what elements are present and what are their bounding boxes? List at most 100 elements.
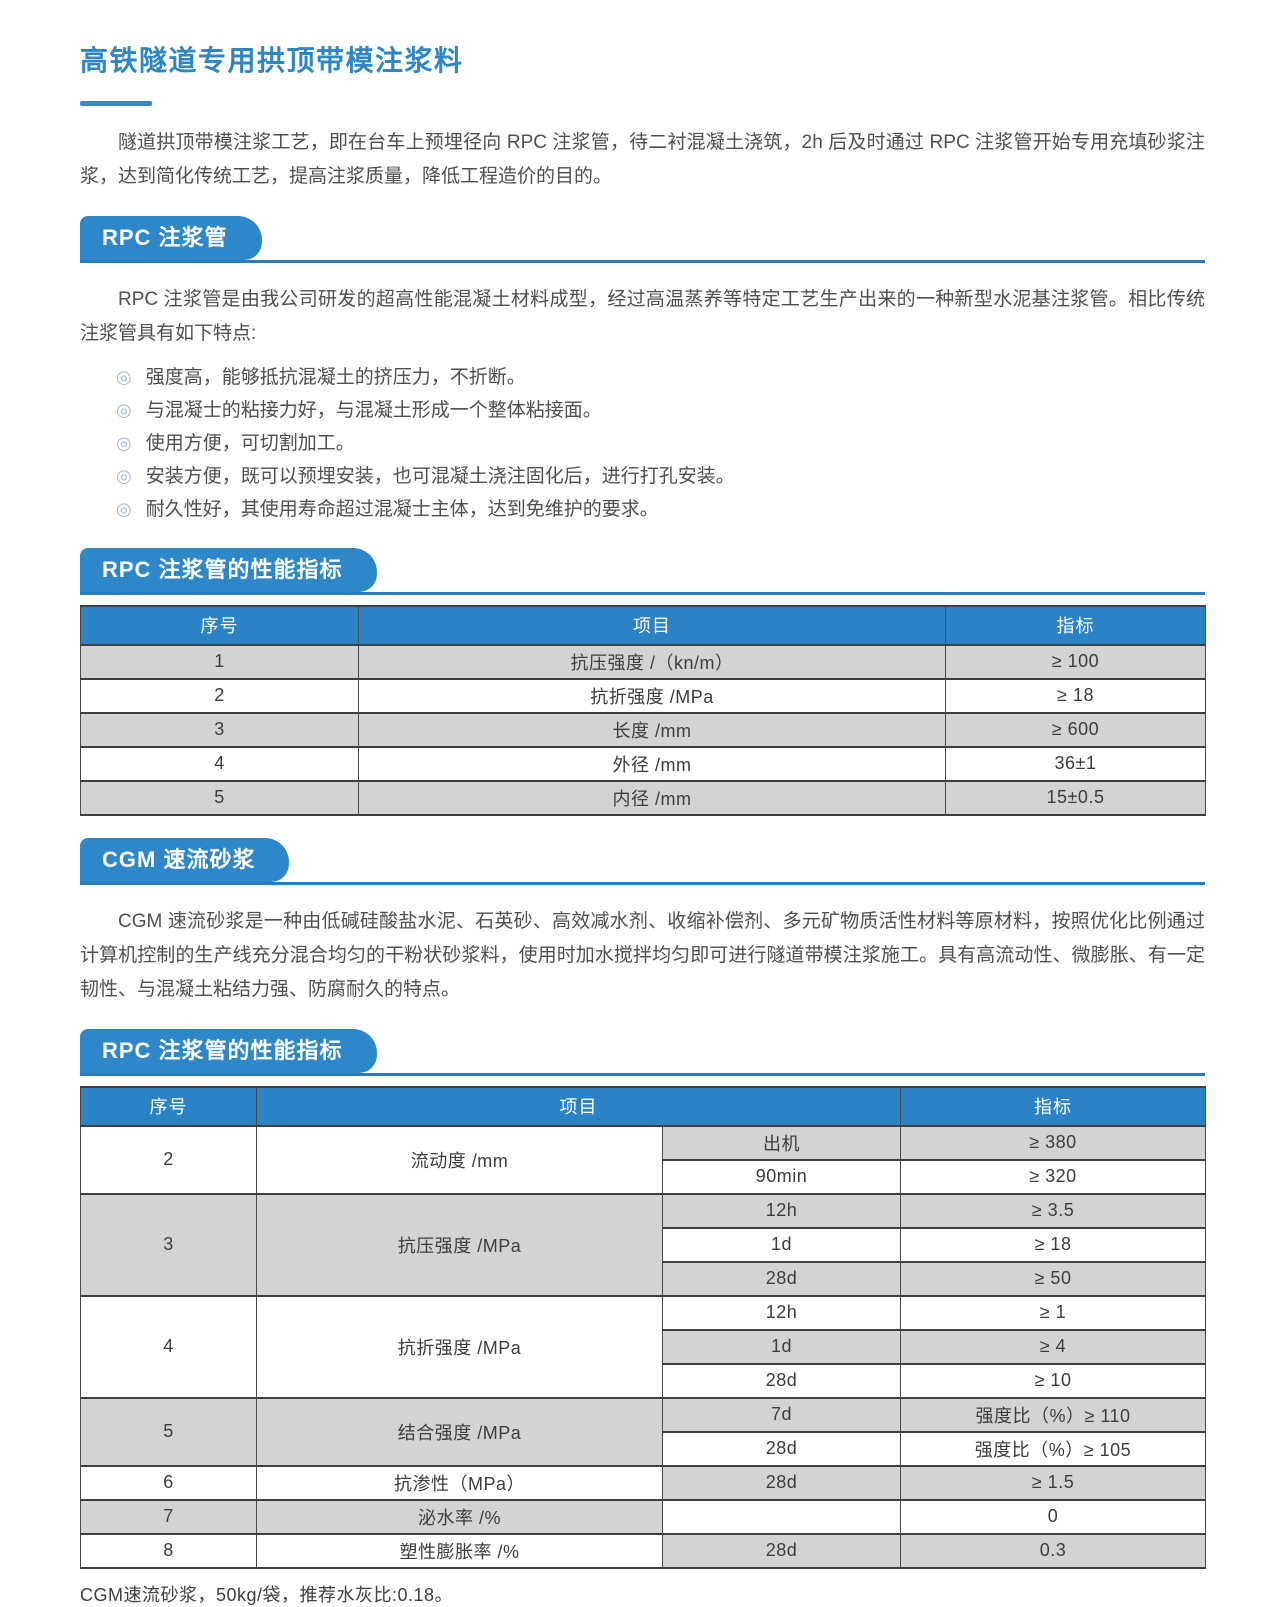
table-cell: 3 — [80, 711, 359, 748]
table-cell-no: 5 — [80, 1396, 257, 1467]
table-cell-condition: 28d — [662, 1464, 901, 1501]
rpc-pipe-paragraph: RPC 注浆管是由我公司研发的超高性能混凝土材料成型，经过高温蒸养等特定工艺生产… — [80, 288, 1205, 344]
feature-list: ◎ 强度高，能够抵抗混凝土的挤压力，不折断。 ◎ 与混凝士的粘接力好，与混凝土形成一… — [80, 361, 1205, 526]
table-cell-item: 泌水率 /% — [256, 1498, 663, 1535]
table-cell-no: 8 — [80, 1532, 257, 1569]
table-cell: 15±0.5 — [945, 779, 1206, 816]
feature-item: ◎ 安装方便，既可以预埋安装，也可混凝土浇注固化后，进行打孔安装。 — [116, 460, 1205, 493]
table-cell-value: ≥ 18 — [900, 1226, 1206, 1263]
bullseye-icon: ◎ — [116, 399, 132, 420]
table-cell-condition: 1d — [662, 1226, 901, 1263]
intro-paragraph: 隧道拱顶带模注浆工艺，即在台车上预埋径向 RPC 注浆管，待二衬混凝土浇筑，2h… — [80, 131, 1205, 187]
table-cell-value: ≥ 320 — [900, 1158, 1206, 1195]
table-cell-item: 抗压强度 /MPa — [256, 1192, 663, 1297]
bullseye-icon: ◎ — [116, 498, 132, 519]
table-cell-condition: 7d — [662, 1396, 901, 1433]
table-row: 5 内径 /mm 15±0.5 — [80, 779, 1206, 816]
table-row: 2 抗折强度 /MPa ≥ 18 — [80, 677, 1206, 714]
table-row: 3 抗压强度 /MPa 12h ≥ 3.5 — [80, 1192, 1206, 1297]
column-header-spec: 指标 — [945, 604, 1206, 646]
table-cell-value: 0 — [900, 1498, 1206, 1535]
bullseye-icon: ◎ — [116, 432, 132, 453]
feature-text: 使用方便，可切割加工。 — [145, 432, 355, 454]
table-cell: 外径 /mm — [358, 745, 946, 782]
column-header-spec: 指标 — [900, 1085, 1206, 1127]
table-cell: 长度 /mm — [358, 711, 946, 748]
feature-item: ◎ 耐久性好，其使用寿命超过混凝士主体，达到免维护的要求。 — [116, 493, 1205, 526]
column-header-no: 序号 — [80, 1085, 257, 1127]
table-cell-condition: 出机 — [662, 1124, 901, 1161]
table-row: 28d 强度比（%）≥ 105 — [81, 1430, 1206, 1467]
table-cell-value: ≥ 1 — [900, 1294, 1206, 1331]
title-underline-dash — [80, 100, 152, 106]
table-row: 8 塑性膨胀率 /% 28d 0.3 — [80, 1532, 1206, 1569]
table-cell-condition: 28d — [662, 1430, 901, 1467]
table-cell-item: 结合强度 /MPa — [256, 1396, 663, 1467]
table-cell-condition: 28d — [662, 1362, 901, 1399]
feature-text: 耐久性好，其使用寿命超过混凝士主体，达到免维护的要求。 — [145, 498, 659, 520]
rpc-specs-table: 序号 项目 指标 1 抗压强度 /（kn/m） ≥ 100 2 抗折强度 /MP… — [80, 604, 1206, 816]
table-cell-item: 抗折强度 /MPa — [256, 1294, 663, 1399]
table-row: 4 外径 /mm 36±1 — [80, 745, 1206, 782]
table-cell-condition: 1d — [662, 1328, 901, 1365]
table-cell-value: ≥ 3.5 — [900, 1192, 1206, 1229]
feature-item: ◎ 强度高，能够抵抗混凝土的挤压力，不折断。 — [116, 361, 1205, 394]
feature-text: 强度高，能够抵抗混凝土的挤压力，不折断。 — [145, 366, 526, 388]
section-banner: RPC 注浆管的性能指标 — [80, 1028, 377, 1073]
feature-text: 与混凝士的粘接力好，与混凝土形成一个整体粘接面。 — [145, 399, 602, 421]
table-cell: 抗折强度 /MPa — [358, 677, 946, 714]
table-cell-condition: 28d — [662, 1532, 901, 1569]
table-row: 7 泌水率 /% 0 — [80, 1498, 1206, 1535]
table-cell-value: ≥ 380 — [900, 1124, 1206, 1161]
table-row: 28d ≥ 10 — [81, 1362, 1206, 1399]
table-cell: ≥ 600 — [945, 711, 1206, 748]
column-header-item: 项目 — [358, 604, 946, 646]
page-title: 高铁隧道专用拱顶带模注浆料 — [80, 44, 464, 76]
table-cell-item: 抗渗性（MPa） — [256, 1464, 663, 1501]
table-cell: 2 — [80, 677, 359, 714]
table-cell: 4 — [80, 745, 359, 782]
cgm-paragraph: CGM 速流砂浆是一种由低碱硅酸盐水泥、石英砂、高效减水剂、收缩补偿剂、多元矿物… — [80, 910, 1205, 1000]
section-header-rpc-pipe: RPC 注浆管 — [80, 215, 1205, 263]
table-cell: 抗压强度 /（kn/m） — [358, 643, 946, 680]
table-cell: ≥ 100 — [945, 643, 1206, 680]
bullseye-icon: ◎ — [116, 465, 132, 486]
section-banner: RPC 注浆管 — [80, 215, 262, 260]
column-header-no: 序号 — [80, 604, 359, 646]
table-cell: 5 — [80, 779, 359, 816]
column-header-item: 项目 — [256, 1085, 901, 1127]
section-header-cgm-specs: RPC 注浆管的性能指标 — [80, 1028, 1205, 1076]
section-header-rpc-specs: RPC 注浆管的性能指标 — [80, 547, 1205, 595]
table-cell: 内径 /mm — [358, 779, 946, 816]
table-cell-no: 6 — [80, 1464, 257, 1501]
table-cell-condition: 90min — [662, 1158, 901, 1195]
table-row: 1d ≥ 4 — [81, 1328, 1206, 1365]
table-row: 1 抗压强度 /（kn/m） ≥ 100 — [80, 643, 1206, 680]
section-banner: RPC 注浆管的性能指标 — [80, 547, 377, 592]
table-cell-condition: 28d — [662, 1260, 901, 1297]
section-header-cgm: CGM 速流砂浆 — [80, 837, 1205, 885]
feature-item: ◎ 使用方便，可切割加工。 — [116, 427, 1205, 460]
cgm-specs-table: 序号 项目 指标 2 流动度 /mm 出机 ≥ 380 90min ≥ 320 … — [80, 1085, 1206, 1569]
table-cell-condition: 12h — [662, 1192, 901, 1229]
table-cell-no: 7 — [80, 1498, 257, 1535]
table-cell-condition — [662, 1498, 901, 1535]
feature-text: 安装方便，既可以预埋安装，也可混凝土浇注固化后，进行打孔安装。 — [145, 465, 735, 487]
table-cell-value: ≥ 50 — [900, 1260, 1206, 1297]
table-row: 2 流动度 /mm 出机 ≥ 380 — [80, 1124, 1206, 1195]
table-cell-value: ≥ 10 — [900, 1362, 1206, 1399]
table-cell-no: 4 — [80, 1294, 257, 1399]
table-cell-value: ≥ 4 — [900, 1328, 1206, 1365]
table-cell-value: 强度比（%）≥ 105 — [900, 1430, 1206, 1467]
table-row: 5 结合强度 /MPa 7d 强度比（%）≥ 110 — [80, 1396, 1206, 1467]
table-header-row: 序号 项目 指标 — [80, 604, 1206, 646]
table-cell: 1 — [80, 643, 359, 680]
table-cell-value: 0.3 — [900, 1532, 1206, 1569]
table-cell-item: 塑性膨胀率 /% — [256, 1532, 663, 1569]
table-cell-no: 3 — [80, 1192, 257, 1297]
table-row: 3 长度 /mm ≥ 600 — [80, 711, 1206, 748]
table-row: 4 抗折强度 /MPa 12h ≥ 1 — [80, 1294, 1206, 1399]
table-cell-no: 2 — [80, 1124, 257, 1195]
table-cell-condition: 12h — [662, 1294, 901, 1331]
table-cell-item: 流动度 /mm — [256, 1124, 663, 1195]
